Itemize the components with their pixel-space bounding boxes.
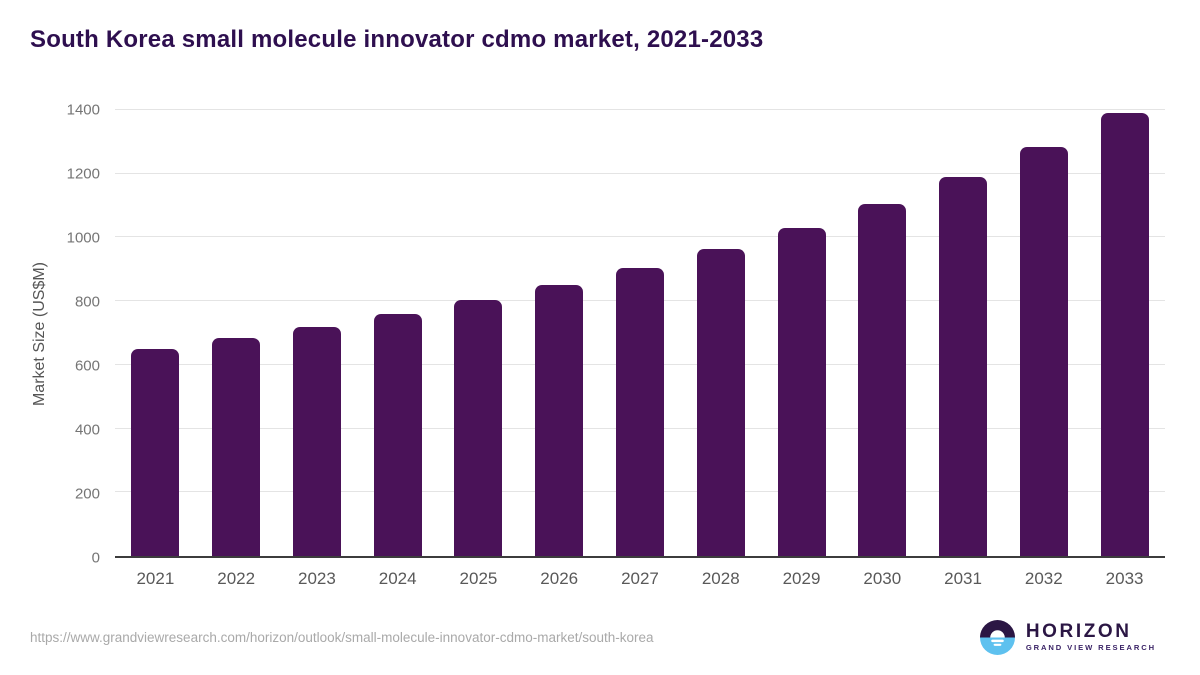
bar-col-2032 [1003,110,1084,556]
logo-text: HORIZON GRAND VIEW RESEARCH [1026,622,1156,652]
horizon-logo: HORIZON GRAND VIEW RESEARCH [979,619,1156,655]
x-label-2021: 2021 [136,569,175,588]
x-label-2023: 2023 [298,569,336,588]
y-tick-200: 200 [74,485,100,503]
gridline-1200 [115,172,1165,174]
bar-col-2026 [519,110,600,556]
bar-2026 [535,285,584,556]
logo-tagline: GRAND VIEW RESEARCH [1025,643,1156,653]
x-label-2027: 2027 [621,569,659,588]
y-tick-1200: 1200 [66,165,100,183]
y-tick-400: 400 [74,421,100,439]
bar-2021 [131,348,180,556]
bar-2024 [373,313,422,556]
y-tick-1400: 1400 [66,101,100,119]
bar-2025 [454,299,503,556]
bar-2023 [292,326,341,556]
bar-2029 [777,227,826,556]
x-label-2032: 2032 [1024,569,1063,588]
bar-2030 [858,203,907,556]
x-label-2028: 2028 [701,569,740,588]
x-label-2025: 2025 [459,569,498,588]
bar-col-2023 [277,110,358,556]
gridline-1000 [115,236,1165,238]
logo-circle-bottom [979,637,1015,655]
x-label-2024: 2024 [378,569,417,588]
y-axis-ticks: 0 200 400 600 800 1000 1200 1400 [0,102,100,567]
plot-area: 2021 2022 2023 2024 2025 2026 2027 2028 2029 2030… [115,109,1165,588]
bar-col-2022 [196,110,277,556]
x-axis-labels: 2021 2022 2023 2024 2025 2026 2027 2028 2029 2030… [115,558,1165,589]
bar-2022 [212,337,261,556]
logo-name: HORIZON [1025,621,1132,643]
x-label-2031: 2031 [944,569,982,588]
x-label-2033: 2033 [1105,569,1144,588]
footer: https://www.grandviewresearch.com/horizo… [30,612,1156,662]
y-tick-1000: 1000 [66,229,100,247]
y-tick-0: 0 [91,549,100,567]
bar-col-2031 [923,110,1004,556]
x-label-2022: 2022 [217,569,256,588]
source-url: https://www.grandviewresearch.com/horizo… [30,629,654,645]
bar-2033 [1100,113,1149,556]
bar-2028 [696,248,745,556]
chart-title: South Korea small molecule innovator cdm… [30,26,764,53]
x-label-2029: 2029 [782,569,821,588]
horizon-logo-icon [979,619,1015,655]
bar-col-2030 [842,110,923,556]
bar-col-2024 [357,110,438,556]
bar-col-2028 [680,110,761,556]
logo-circle-top [979,619,1015,637]
y-tick-600: 600 [74,357,100,375]
bar-2027 [615,267,664,556]
bar-2032 [1019,146,1068,556]
gridline-1400 [115,109,1165,110]
bar-col-2021 [115,110,196,556]
bar-2031 [939,176,988,556]
bar-col-2029 [761,110,842,556]
bar-col-2033 [1084,110,1165,556]
x-label-2026: 2026 [540,569,579,588]
bar-col-2027 [600,110,681,556]
bars-row [115,110,1165,556]
x-label-2030: 2030 [863,569,902,588]
y-tick-800: 800 [74,293,100,311]
bar-col-2025 [438,110,519,556]
